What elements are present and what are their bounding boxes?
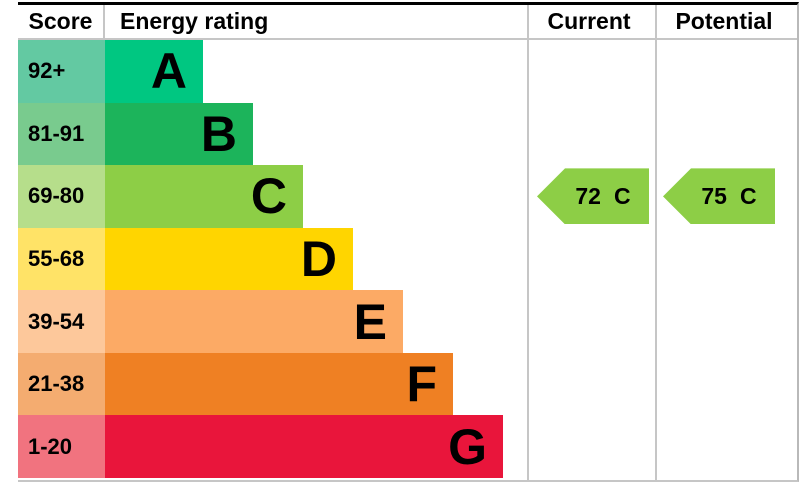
band-row-a: 92+ A: [18, 40, 797, 103]
band-row-e: 39-54 E: [18, 290, 797, 353]
potential-column-divider: [655, 5, 657, 480]
current-rating-arrow: 72 C: [537, 168, 649, 225]
band-bar-b: B: [105, 102, 253, 166]
potential-rating-arrow: 75 C: [663, 168, 775, 225]
score-column-header: Score: [18, 5, 105, 38]
band-row-c: 69-80 C: [18, 165, 797, 228]
band-bar-g: G: [105, 415, 503, 479]
chart-frame: Score Energy rating Current Potential 92…: [18, 2, 799, 482]
current-rating-band: C: [613, 182, 631, 209]
energy-rating-column-header: Energy rating: [120, 8, 269, 34]
band-bar-e: E: [105, 290, 403, 353]
band-bar-c: C: [105, 165, 303, 228]
chart-header: Score Energy rating Current Potential: [18, 5, 797, 40]
score-range-c: 69-80: [18, 165, 105, 228]
current-column-header: Current: [547, 8, 631, 34]
score-range-g: 1-20: [18, 415, 105, 479]
score-range-f: 21-38: [18, 352, 105, 416]
current-column-divider: [527, 5, 529, 480]
score-range-d: 55-68: [18, 227, 105, 291]
band-bar-f: F: [105, 352, 453, 416]
band-row-b: 81-91 B: [18, 102, 797, 166]
potential-column-header: Potential: [675, 8, 773, 34]
band-rows: 92+ A 81-91 B 69-80 C 55-68 D 39-54 E 21-38 F 1-20 G: [18, 40, 797, 479]
potential-rating-value: 75: [701, 182, 727, 209]
band-row-g: 1-20 G: [18, 415, 797, 479]
band-row-d: 55-68 D: [18, 227, 797, 291]
score-range-e: 39-54: [18, 290, 105, 353]
potential-rating-band: C: [739, 182, 757, 209]
score-range-b: 81-91: [18, 102, 105, 166]
score-range-a: 92+: [18, 40, 105, 103]
current-rating-value: 72: [575, 182, 601, 209]
band-row-f: 21-38 F: [18, 352, 797, 416]
band-bar-d: D: [105, 227, 353, 291]
band-bar-a: A: [105, 40, 203, 103]
